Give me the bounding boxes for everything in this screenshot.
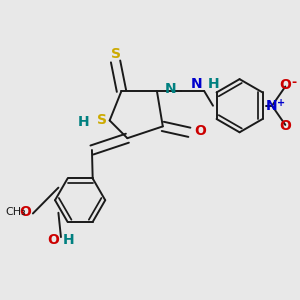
Text: S: S bbox=[97, 113, 107, 128]
Text: N: N bbox=[266, 99, 278, 113]
Text: O: O bbox=[20, 205, 32, 219]
Text: H: H bbox=[208, 76, 219, 91]
Text: S: S bbox=[111, 47, 121, 61]
Text: O: O bbox=[279, 78, 291, 92]
Text: H: H bbox=[77, 115, 89, 129]
Text: N: N bbox=[191, 76, 203, 91]
Text: CH₃: CH₃ bbox=[6, 207, 26, 217]
Text: H: H bbox=[62, 233, 74, 247]
Text: O: O bbox=[279, 119, 291, 134]
Text: N: N bbox=[164, 82, 176, 97]
Text: +: + bbox=[278, 98, 286, 108]
Text: -: - bbox=[291, 76, 296, 89]
Text: O: O bbox=[194, 124, 206, 138]
Text: O: O bbox=[48, 233, 59, 247]
